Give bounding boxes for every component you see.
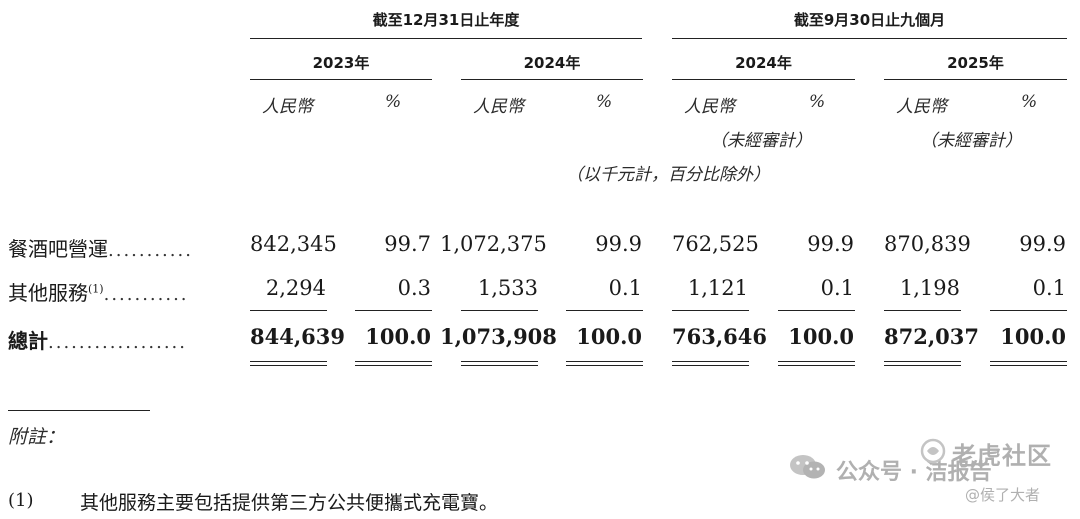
cell-percent: 99.9 (595, 232, 642, 256)
row-label: 餐酒吧營運........... (8, 233, 193, 262)
footnote-text: 其他服務主要包括提供第三方公共便攜式充電寶。 (80, 492, 499, 514)
row-label-text: 其他服務 (8, 281, 88, 305)
double-rule (884, 361, 961, 366)
unit-note: （以千元計，百分比除外） (566, 165, 770, 185)
cell-percent: 0.1 (820, 276, 854, 300)
year-header-2023: 2023年 (312, 54, 370, 72)
double-rule (250, 361, 327, 366)
year-rule (884, 79, 1067, 80)
cell-total-percent: 100.0 (365, 324, 431, 349)
header-group-fiscal-year: 截至12月31日止年度 (372, 11, 520, 29)
leader-dots: ........... (103, 284, 189, 305)
leader-dots: ........... (108, 240, 193, 261)
cell-value: 1,072,375 (440, 232, 547, 256)
subtotal-rule (778, 310, 855, 311)
notes-title: 附註： (8, 426, 66, 448)
cell-total: 1,073,908 (440, 324, 557, 349)
double-rule (566, 361, 643, 366)
cell-percent: 99.7 (384, 232, 431, 256)
cell-percent: 99.9 (1019, 232, 1066, 256)
currency-header: 人民幣 (262, 97, 313, 117)
year-header-2025: 2025年 (947, 54, 1004, 72)
year-rule (672, 79, 855, 80)
subtotal-rule (355, 310, 432, 311)
footnote-marker: (1) (88, 282, 104, 296)
tiger-icon (920, 438, 946, 464)
header-group-rule (672, 38, 1067, 39)
percent-header: % (1021, 92, 1038, 112)
cell-total: 872,037 (884, 324, 979, 349)
percent-header: % (809, 92, 826, 112)
watermark-community: 老虎社区 (952, 442, 1052, 470)
subtotal-rule (884, 310, 961, 311)
row-label-text: 餐酒吧營運 (8, 237, 108, 261)
footnote-rule (8, 410, 150, 411)
currency-header: 人民幣 (473, 97, 524, 117)
percent-header: % (385, 92, 402, 112)
year-header-2024-nine: 2024年 (735, 54, 792, 72)
cell-total: 844,639 (250, 324, 345, 349)
cell-value: 762,525 (672, 232, 759, 256)
cell-value: 1,198 (899, 276, 960, 300)
cell-percent: 0.3 (397, 276, 431, 300)
cell-value: 870,839 (884, 232, 971, 256)
cell-percent: 0.1 (1032, 276, 1066, 300)
cell-total-percent: 100.0 (576, 324, 642, 349)
row-label: 總計.................. (8, 325, 187, 354)
cell-total-percent: 100.0 (1000, 324, 1066, 349)
double-rule (672, 361, 749, 366)
cell-value: 842,345 (250, 232, 337, 256)
double-rule (461, 361, 538, 366)
double-rule (990, 361, 1067, 366)
percent-header: % (596, 92, 613, 112)
row-label: 其他服務(1)........... (8, 277, 189, 306)
wechat-icon (788, 452, 828, 482)
double-rule (355, 361, 432, 366)
cell-total: 763,646 (672, 324, 767, 349)
header-group-rule (250, 38, 642, 39)
year-rule (461, 79, 643, 80)
subtotal-rule (672, 310, 749, 311)
unaudited-note: （未經審計） (710, 131, 812, 151)
year-header-2024: 2024年 (523, 54, 581, 72)
leader-dots: .................. (48, 332, 187, 353)
currency-header: 人民幣 (684, 97, 735, 117)
cell-value: 1,533 (477, 276, 538, 300)
cell-value: 2,294 (265, 276, 326, 300)
subtotal-rule (990, 310, 1067, 311)
row-label-text: 總計 (8, 329, 48, 353)
unaudited-note: （未經審計） (920, 131, 1022, 151)
subtotal-rule (461, 310, 538, 311)
watermark-author: @侯了大者 (965, 486, 1041, 504)
double-rule (778, 361, 855, 366)
cell-total-percent: 100.0 (788, 324, 854, 349)
header-group-nine-months: 截至9月30日止九個月 (793, 11, 946, 29)
cell-percent: 99.9 (807, 232, 854, 256)
currency-header: 人民幣 (896, 97, 947, 117)
year-rule (250, 79, 432, 80)
cell-value: 1,121 (687, 276, 748, 300)
subtotal-rule (250, 310, 327, 311)
watermark-account: 公众号 · 洁报告 (836, 460, 992, 485)
cell-percent: 0.1 (608, 276, 642, 300)
subtotal-rule (566, 310, 643, 311)
footnote-marker: (1) (8, 490, 34, 511)
